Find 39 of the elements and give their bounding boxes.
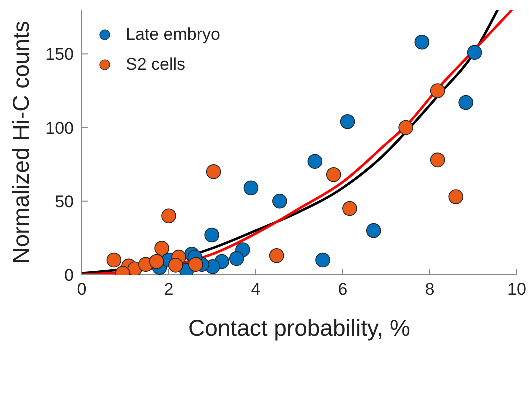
point [458,95,474,110]
point [326,167,342,182]
point [229,251,244,266]
y-axis-title: Normalized Hi-C counts [8,21,34,264]
point [316,252,330,268]
x-tick-label: 0 [77,280,87,300]
point [340,114,356,130]
point [154,241,170,256]
x-tick-label: 2 [164,280,174,300]
x-tick-label: 10 [508,280,526,300]
point [188,257,204,272]
x-tick-label: 6 [338,280,348,300]
x-tick-label: 8 [425,280,435,300]
point [467,45,482,60]
point [269,248,284,264]
x-tick-label: 4 [251,280,261,300]
y-tick-label: 0 [64,266,74,286]
point [162,208,176,224]
x-axis-title: Contact probability, % [188,315,411,341]
point [398,120,414,136]
point [430,84,446,98]
y-tick-label: 150 [46,45,74,64]
y-tick-label: 100 [46,118,74,138]
point [106,252,122,268]
legend-label: S2 cells [126,55,186,75]
point [206,164,222,180]
point [448,190,464,204]
y-tick-label: 50 [55,192,74,212]
point [342,201,358,216]
point [168,258,184,273]
point [204,228,220,243]
legend-label: Late embryo [126,25,220,45]
point [244,180,259,196]
point [414,34,430,50]
point [272,194,288,209]
point [366,223,382,238]
point [430,152,446,168]
point [149,254,164,270]
point [308,154,323,170]
